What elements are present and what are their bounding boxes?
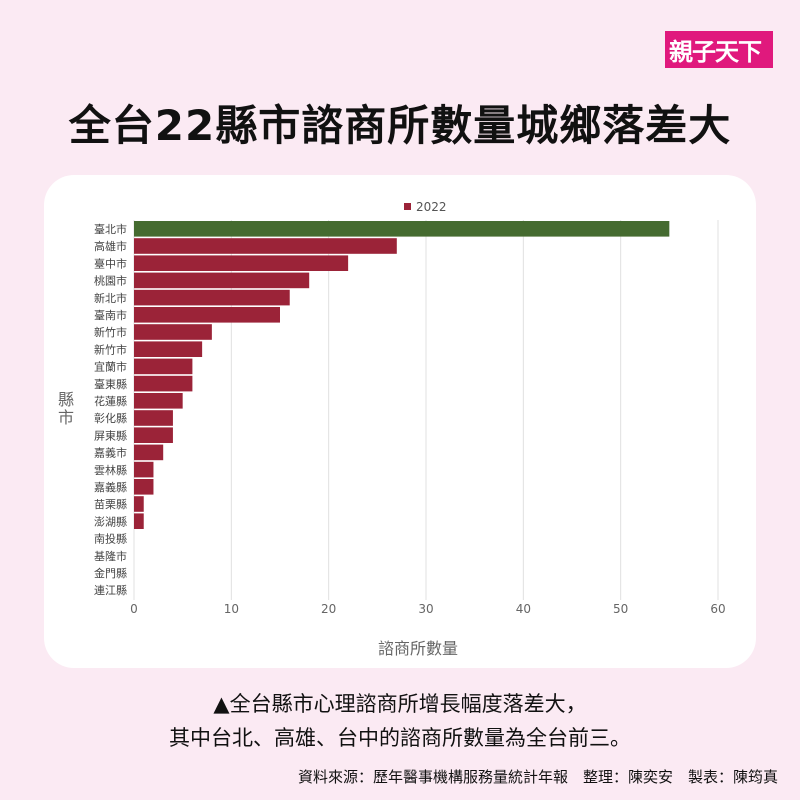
legend-label: 2022 — [416, 200, 447, 214]
bar — [134, 341, 203, 357]
x-tick-label: 20 — [321, 602, 336, 616]
y-tick-label: 花蓮縣 — [94, 394, 127, 408]
bar — [134, 410, 173, 426]
bar — [134, 289, 290, 306]
y-tick-label: 高雄市 — [94, 239, 127, 253]
bar — [134, 238, 397, 254]
bar — [134, 444, 164, 461]
y-tick-label: 連江縣 — [94, 583, 127, 597]
y-axis-title: 縣市 — [58, 390, 74, 427]
y-tick-label: 臺中市 — [94, 256, 127, 270]
y-tick-label: 南投縣 — [94, 532, 127, 546]
y-tick-label: 基隆市 — [94, 549, 127, 563]
y-tick-label: 桃園市 — [94, 274, 127, 288]
x-axis-title: 諮商所數量 — [378, 639, 458, 658]
bar — [134, 375, 193, 392]
y-tick-label: 宜蘭市 — [94, 360, 127, 374]
page-title: 全台22縣市諮商所數量城鄉落差大 — [68, 101, 732, 150]
logo-text: 親子天下 — [669, 38, 762, 66]
x-tick-label: 60 — [710, 602, 725, 616]
bar — [134, 272, 310, 289]
y-tick-label: 雲林縣 — [94, 463, 127, 477]
y-tick-label: 臺東縣 — [94, 377, 127, 391]
x-tick-label: 10 — [224, 602, 239, 616]
bar — [134, 479, 154, 495]
y-tick-label: 苗栗縣 — [94, 498, 127, 511]
legend-swatch — [404, 203, 411, 210]
y-tick-label: 臺北市 — [94, 222, 127, 236]
caption-line-1: ▲全台縣市心理諮商所增長幅度落差大， — [213, 692, 587, 716]
x-tick-label: 30 — [418, 602, 433, 616]
y-tick-label: 彰化縣 — [94, 411, 127, 425]
bar — [134, 513, 144, 529]
bar — [134, 255, 349, 271]
bar — [134, 427, 173, 443]
y-tick-label: 嘉義縣 — [94, 480, 127, 494]
bar — [134, 221, 670, 237]
bar — [134, 393, 183, 409]
y-tick-label: 金門縣 — [94, 566, 127, 580]
bar — [134, 496, 144, 512]
y-tick-label: 臺南市 — [94, 308, 127, 322]
caption-line-2: 其中台北、高雄、台中的諮商所數量為全台前三。 — [169, 726, 631, 750]
bar — [134, 324, 212, 340]
y-tick-label: 新竹市 — [94, 325, 127, 339]
x-tick-label: 40 — [516, 602, 531, 616]
bar — [134, 307, 280, 323]
bar — [134, 358, 193, 375]
x-tick-label: 0 — [130, 602, 138, 616]
y-tick-label: 新竹市 — [94, 342, 127, 356]
y-tick-label: 嘉義市 — [94, 446, 127, 460]
y-tick-label: 屏東縣 — [94, 429, 127, 442]
x-tick-label: 50 — [613, 602, 628, 616]
source-note: 資料來源：歷年醫事機構服務量統計年報 整理：陳奕安 製表：陳筠真 — [297, 768, 778, 786]
y-tick-label: 新北市 — [94, 291, 127, 305]
brand-logo: 親子天下 — [665, 31, 773, 68]
y-tick-label: 澎湖縣 — [94, 515, 127, 528]
bar — [134, 461, 154, 478]
